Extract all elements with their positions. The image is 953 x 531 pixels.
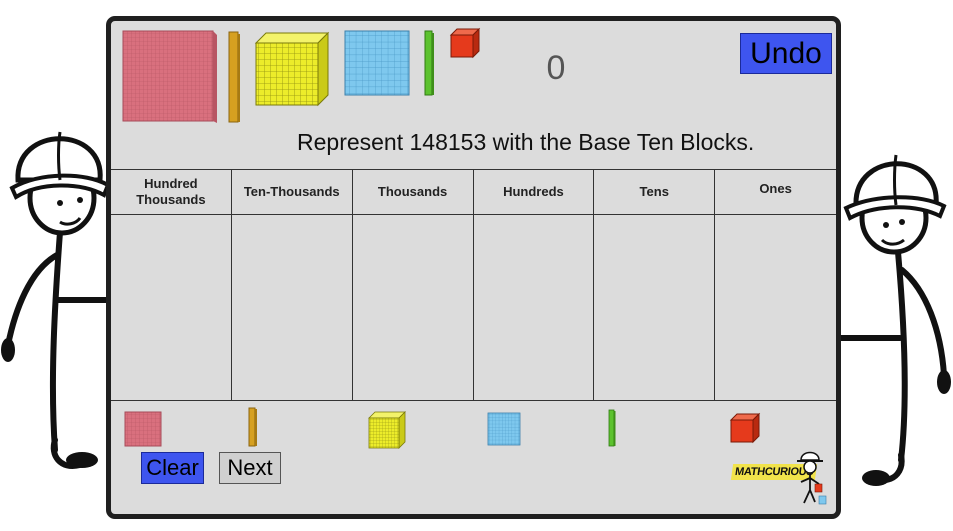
ones-block-icon (449, 27, 481, 59)
hundreds-draggable-block[interactable] (486, 411, 522, 447)
drop-zone-ten-thousands[interactable] (232, 215, 353, 400)
ones-draggable-block[interactable] (729, 412, 761, 444)
column-header-hundreds: Hundreds (473, 170, 595, 215)
logo-explorer-icon (797, 451, 827, 505)
column-header-hundred-thousands: Hundred Thousands (111, 170, 232, 215)
block-total-display: 0 (546, 49, 566, 87)
drop-zone-thousands[interactable] (353, 215, 474, 400)
place-value-chart: Hundred Thousands Ten-Thousands Thousand… (111, 169, 836, 401)
drop-zone-ones[interactable] (715, 215, 836, 400)
mathcurious-logo: MATHCURIOUS (729, 448, 829, 508)
column-header-ten-thousands: Ten-Thousands (231, 170, 353, 215)
drop-zone-tens[interactable] (594, 215, 716, 400)
thousands-block-icon (254, 31, 330, 107)
drop-zone-hundreds[interactable] (474, 215, 595, 400)
game-board: 0 Undo Represent 148153 with the Base Te… (106, 16, 841, 519)
column-header-tens: Tens (594, 170, 716, 215)
drop-zone-hundred-thousands[interactable] (111, 215, 232, 400)
column-header-ones: Ones (715, 170, 836, 215)
undo-button[interactable]: Undo (740, 33, 832, 74)
explorer-figure-right (836, 154, 951, 486)
thousands-draggable-block[interactable] (367, 410, 407, 450)
hundred-thousands-draggable-block[interactable] (123, 410, 163, 448)
tens-draggable-block[interactable] (607, 408, 617, 448)
ten-thousands-block-icon (228, 31, 240, 123)
task-prompt: Represent 148153 with the Base Ten Block… (297, 129, 755, 155)
ten-thousands-draggable-block[interactable] (247, 406, 259, 448)
tens-block-icon (424, 30, 434, 96)
hundreds-block-icon (344, 30, 410, 96)
explorer-figure-left (1, 131, 112, 469)
clear-button[interactable]: Clear (141, 452, 204, 484)
hundred-thousands-block-icon (122, 30, 217, 123)
column-header-thousands: Thousands (352, 170, 474, 215)
next-button[interactable]: Next (219, 452, 281, 484)
